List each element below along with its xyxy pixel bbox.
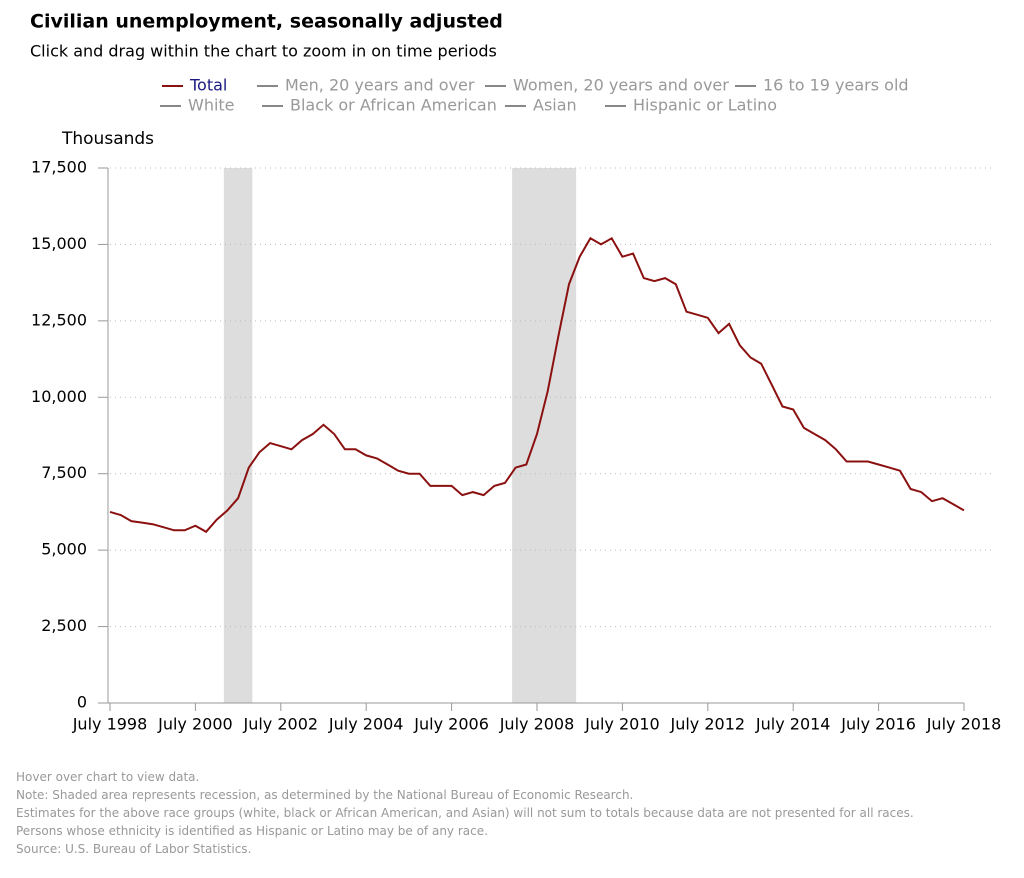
legend-label[interactable]: Hispanic or Latino (633, 96, 777, 115)
x-tick-label: July 2002 (243, 715, 319, 734)
y-tick-label: 2,500 (41, 616, 87, 635)
x-tick-label: July 2006 (413, 715, 489, 734)
y-tick-label: 17,500 (31, 158, 87, 177)
legend-label[interactable]: Black or African American (290, 96, 497, 115)
x-tick-label: July 2010 (584, 715, 660, 734)
x-tick-label: July 2012 (670, 715, 746, 734)
y-tick-label: 5,000 (41, 540, 87, 559)
note: Persons whose ethnicity is identified as… (16, 824, 488, 838)
note: Source: U.S. Bureau of Labor Statistics. (16, 842, 252, 856)
x-tick-label: July 1998 (72, 715, 148, 734)
y-tick-label: 0 (77, 693, 87, 712)
note: Note: Shaded area represents recession, … (16, 788, 634, 802)
legend-label[interactable]: Women, 20 years and over (513, 76, 729, 95)
legend-label[interactable]: Asian (533, 96, 577, 115)
recession-band (512, 168, 577, 703)
x-tick-label: July 2016 (840, 715, 916, 734)
chart-subtitle: Click and drag within the chart to zoom … (30, 42, 497, 61)
y-tick-label: 15,000 (31, 234, 87, 253)
legend-label[interactable]: White (188, 96, 235, 115)
chart-title: Civilian unemployment, seasonally adjust… (30, 11, 503, 33)
legend-label[interactable]: Total (189, 76, 227, 95)
y-tick-label: 12,500 (31, 310, 87, 329)
series-line (109, 236, 965, 534)
legend-label[interactable]: Men, 20 years and over (285, 76, 475, 95)
y-tick-label: 7,500 (41, 463, 87, 482)
recession-band (223, 168, 253, 703)
y-tick-label: 10,000 (31, 387, 87, 406)
legend-label[interactable]: 16 to 19 years old (763, 76, 909, 95)
y-axis-label: Thousands (61, 129, 154, 149)
notes: Hover over chart to view data. Note: Shad… (16, 768, 916, 858)
x-tick-label: July 2014 (755, 715, 831, 734)
x-tick-label: July 2000 (157, 715, 233, 734)
note: Estimates for the above race groups (whi… (16, 806, 914, 820)
x-tick-label: July 2018 (926, 715, 1002, 734)
x-tick-label: July 2008 (499, 715, 575, 734)
chart: Civilian unemployment, seasonally adjust… (30, 11, 1002, 734)
x-tick-label: July 2004 (328, 715, 404, 734)
note: Hover over chart to view data. (16, 770, 200, 784)
